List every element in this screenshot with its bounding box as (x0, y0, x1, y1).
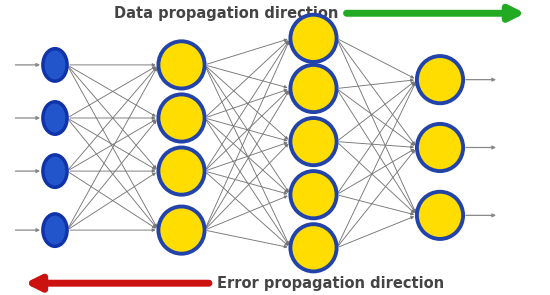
Ellipse shape (158, 148, 205, 195)
Ellipse shape (290, 171, 337, 218)
Ellipse shape (290, 118, 337, 165)
Ellipse shape (417, 124, 463, 171)
Ellipse shape (158, 41, 205, 88)
Ellipse shape (290, 65, 337, 112)
Ellipse shape (43, 49, 67, 81)
Ellipse shape (417, 56, 463, 103)
Ellipse shape (417, 192, 463, 239)
Text: Error propagation direction: Error propagation direction (217, 276, 444, 291)
Ellipse shape (158, 94, 205, 142)
Ellipse shape (43, 102, 67, 134)
Text: Data propagation direction: Data propagation direction (114, 6, 338, 21)
Ellipse shape (158, 206, 205, 254)
Ellipse shape (43, 214, 67, 246)
Ellipse shape (290, 15, 337, 62)
Ellipse shape (43, 155, 67, 187)
Ellipse shape (290, 224, 337, 271)
